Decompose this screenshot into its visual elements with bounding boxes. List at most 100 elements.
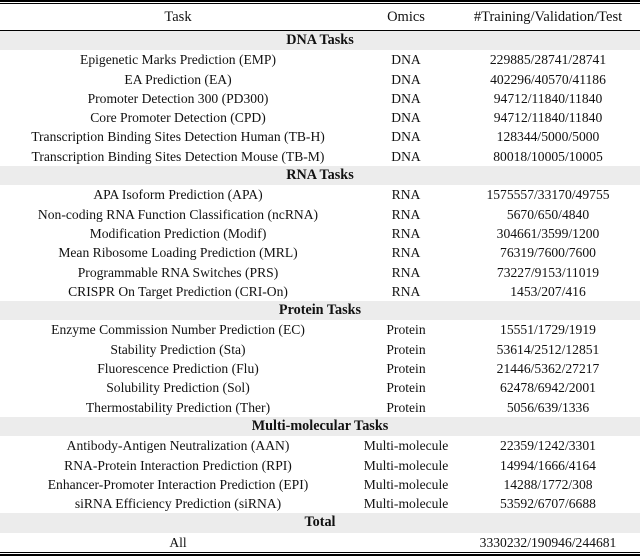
counts-cell: 53614/2512/12851: [496, 341, 600, 357]
section-title: RNA Tasks: [0, 166, 640, 186]
table-row: Fluorescence Prediction (Flu) Protein 2144…: [0, 359, 640, 378]
counts-cell: 15551/1729/1919: [500, 322, 596, 338]
table-row: All 3330232/190946/244681: [0, 533, 640, 552]
column-header-counts: #Training/Validation/Test: [456, 4, 640, 31]
table-header: Task Omics #Training/Validation/Test: [0, 4, 640, 31]
table-row: Promoter Detection 300 (PD300) DNA 94712/1…: [0, 89, 640, 108]
table-row: Epigenetic Marks Prediction (EMP) DNA 2298…: [0, 50, 640, 69]
omics-cell: Multi-molecule: [363, 457, 449, 473]
task-cell: APA Isoform Prediction (APA): [93, 187, 263, 203]
column-header-omics: Omics: [356, 4, 456, 31]
counts-cell: 53592/6707/6688: [500, 496, 596, 512]
task-cell: Epigenetic Marks Prediction (EMP): [80, 52, 276, 68]
omics-cell: DNA: [391, 148, 421, 164]
counts-cell: 94712/11840/11840: [493, 110, 603, 126]
task-cell: Promoter Detection 300 (PD300): [87, 90, 269, 106]
table-row: Mean Ribosome Loading Prediction (MRL) RN…: [0, 243, 640, 262]
section-header-row: Multi-molecular Tasks: [0, 416, 640, 437]
table-row: Programmable RNA Switches (PRS) RNA 73227/…: [0, 263, 640, 282]
omics-cell: Protein: [386, 380, 426, 396]
section-header-row: RNA Tasks: [0, 166, 640, 186]
counts-cell: 76319/7600/7600: [500, 245, 596, 261]
omics-cell: RNA: [391, 264, 421, 280]
table-body: DNA Tasks Epigenetic Marks Prediction (EM…: [0, 30, 640, 553]
table-row: Enzyme Commission Number Prediction (EC)…: [0, 320, 640, 339]
table-row: Non-coding RNA Function Classification (…: [0, 205, 640, 224]
task-cell: Thermostability Prediction (Ther): [85, 399, 271, 415]
bottom-rule-thick: [0, 554, 640, 556]
section-header-row: Total: [0, 513, 640, 533]
counts-cell: 94712/11840/11840: [493, 90, 603, 106]
header-row: Task Omics #Training/Validation/Test: [0, 4, 640, 31]
task-cell: Stability Prediction (Sta): [110, 341, 246, 357]
counts-cell: 21446/5362/27217: [496, 361, 600, 377]
task-cell: RNA-Protein Interaction Prediction (RPI): [64, 457, 292, 473]
task-cell: Enhancer-Promoter Interaction Prediction…: [47, 476, 309, 492]
table-row: Modification Prediction (Modif) RNA 304661…: [0, 224, 640, 243]
omics-cell: [356, 533, 456, 552]
omics-cell: Protein: [386, 341, 426, 357]
counts-cell: 14994/1666/4164: [500, 457, 596, 473]
omics-cell: Multi-molecule: [363, 476, 449, 492]
table-row: siRNA Efficiency Prediction (siRNA) Multi…: [0, 494, 640, 513]
task-cell: Core Promoter Detection (CPD): [90, 110, 266, 126]
task-cell: Programmable RNA Switches (PRS): [77, 264, 279, 280]
counts-cell: 5056/639/1336: [506, 399, 590, 415]
task-cell: EA Prediction (EA): [124, 71, 232, 87]
section-title: Multi-molecular Tasks: [0, 416, 640, 437]
omics-cell: RNA: [391, 187, 421, 203]
top-rule-gap: [0, 2, 640, 3]
omics-cell: RNA: [391, 283, 421, 299]
task-cell: Transcription Binding Sites Detection Hu…: [31, 129, 325, 145]
top-rule-thin: [0, 3, 640, 4]
omics-cell: Multi-molecule: [363, 438, 449, 454]
table-row: APA Isoform Prediction (APA) RNA 1575557/3…: [0, 185, 640, 204]
counts-cell: 80018/10005/10005: [493, 148, 603, 164]
table-row: Transcription Binding Sites Detection Mo…: [0, 147, 640, 166]
table-row: CRISPR On Target Prediction (CRI-On) RNA 1…: [0, 282, 640, 301]
section-title: Total: [0, 513, 640, 533]
omics-cell: DNA: [391, 129, 421, 145]
table-row: Antibody-Antigen Neutralization (AAN) Mul…: [0, 436, 640, 455]
task-cell: Antibody-Antigen Neutralization (AAN): [66, 438, 290, 454]
counts-cell: 3330232/190946/244681: [479, 534, 617, 550]
counts-cell: 229885/28741/28741: [489, 52, 607, 68]
counts-cell: 62478/6942/2001: [500, 380, 596, 396]
task-cell: Modification Prediction (Modif): [89, 225, 267, 241]
omics-cell: Multi-molecule: [363, 496, 449, 512]
counts-cell: 304661/3599/1200: [496, 225, 600, 241]
counts-cell: 22359/1242/3301: [500, 438, 596, 454]
section-title: Protein Tasks: [0, 301, 640, 321]
bottom-rule-gap: [0, 553, 640, 555]
omics-cell: Protein: [386, 399, 426, 415]
omics-cell: DNA: [391, 110, 421, 126]
task-cell: Fluorescence Prediction (Flu): [97, 361, 259, 377]
counts-cell: 402296/40570/41186: [490, 71, 606, 87]
column-header-task: Task: [0, 4, 356, 31]
task-cell: Solubility Prediction (Sol): [106, 380, 250, 396]
task-cell: siRNA Efficiency Prediction (siRNA): [74, 496, 282, 512]
table-row: Solubility Prediction (Sol) Protein 62478/…: [0, 378, 640, 397]
bottom-rule-thin: [0, 552, 640, 554]
counts-cell: 1453/207/416: [510, 283, 586, 299]
table-row: RNA-Protein Interaction Prediction (RPI)…: [0, 456, 640, 475]
omics-cell: RNA: [391, 206, 421, 222]
section-title: DNA Tasks: [0, 30, 640, 51]
omics-cell: DNA: [391, 90, 421, 106]
section-header-row: DNA Tasks: [0, 30, 640, 51]
omics-cell: DNA: [391, 52, 421, 68]
omics-cell: RNA: [391, 225, 421, 241]
top-rule-thick: [0, 0, 640, 2]
counts-cell: 128344/5000/5000: [496, 129, 600, 145]
table-row: Transcription Binding Sites Detection Hu…: [0, 127, 640, 146]
table-row: Enhancer-Promoter Interaction Prediction…: [0, 475, 640, 494]
counts-cell: 1575557/33170/49755: [486, 187, 610, 203]
section-header-row: Protein Tasks: [0, 301, 640, 321]
omics-cell: DNA: [391, 71, 421, 87]
task-cell: CRISPR On Target Prediction (CRI-On): [68, 283, 288, 299]
task-cell: Non-coding RNA Function Classification (…: [37, 206, 319, 222]
omics-cell: Protein: [386, 361, 426, 377]
task-cell: All: [169, 534, 187, 550]
table-row: EA Prediction (EA) DNA 402296/40570/41186: [0, 70, 640, 89]
